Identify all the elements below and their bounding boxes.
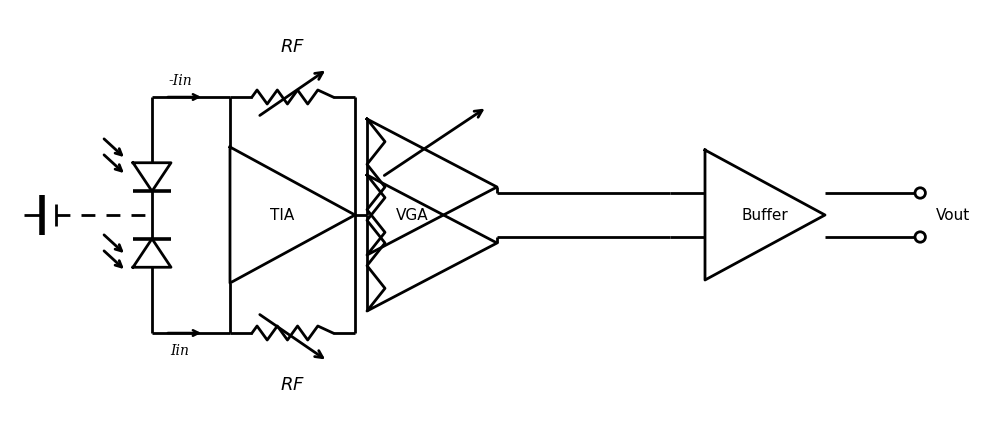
Text: Vout: Vout	[935, 208, 970, 223]
Text: $RF$: $RF$	[280, 375, 305, 393]
Text: Iin: Iin	[171, 343, 189, 357]
Text: $RF$: $RF$	[280, 38, 305, 56]
Text: VGA: VGA	[396, 208, 428, 223]
Text: -Iin: -Iin	[168, 74, 192, 88]
Text: Buffer: Buffer	[742, 208, 788, 223]
Text: TIA: TIA	[270, 208, 295, 223]
